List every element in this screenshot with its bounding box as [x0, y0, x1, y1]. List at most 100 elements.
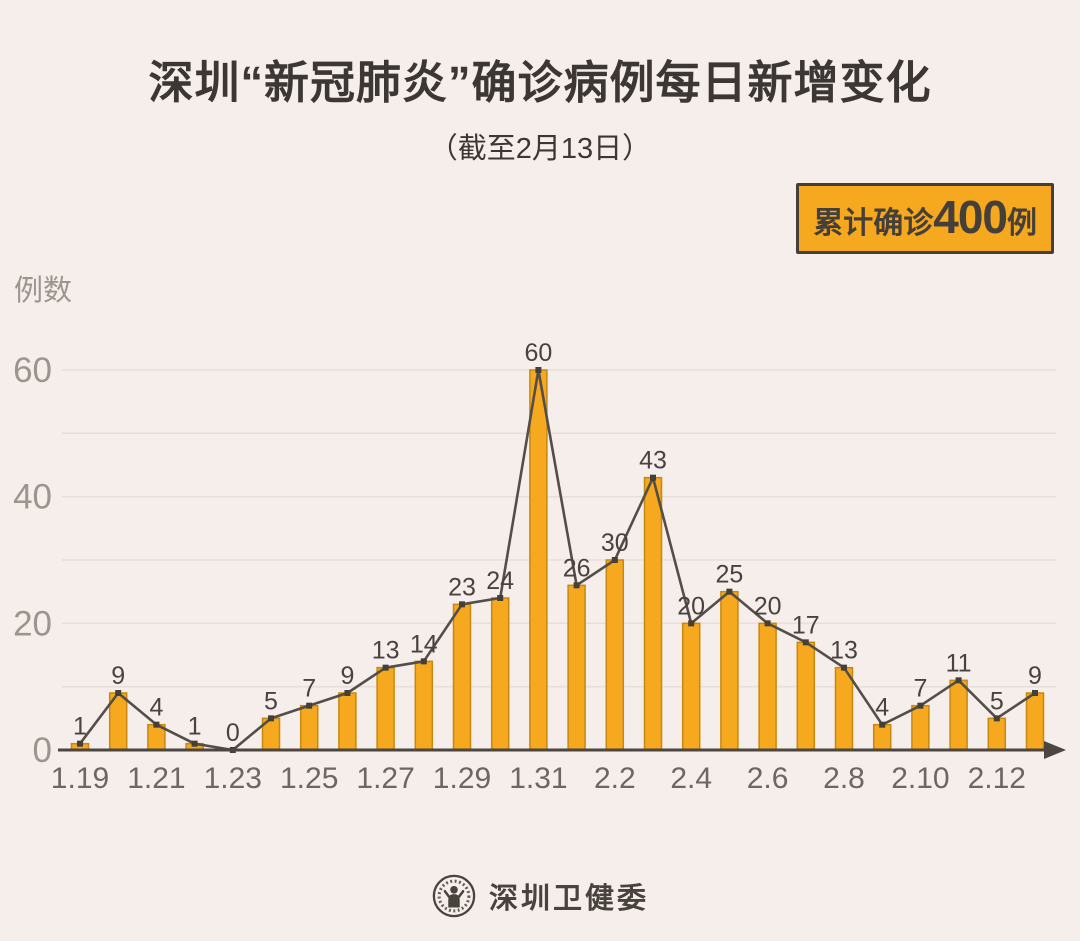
bar — [720, 590, 739, 751]
value-label: 9 — [1028, 662, 1042, 690]
data-point-marker — [191, 740, 198, 747]
badge-suffix: 例 — [1007, 207, 1037, 240]
data-point-marker — [306, 702, 313, 709]
value-label: 26 — [563, 554, 591, 582]
x-tick-label: 2.8 — [823, 762, 865, 795]
data-point-marker — [764, 620, 771, 627]
value-label: 1 — [188, 713, 202, 741]
value-label: 23 — [448, 573, 476, 601]
value-label: 1 — [73, 713, 87, 741]
bar — [796, 641, 816, 751]
data-point-marker — [77, 740, 83, 747]
value-label: 7 — [302, 675, 316, 703]
bar — [567, 584, 586, 751]
value-label: 14 — [410, 630, 438, 658]
value-label: 4 — [875, 694, 889, 722]
bar — [834, 666, 854, 751]
value-label: 9 — [111, 662, 125, 690]
data-point-marker — [115, 690, 122, 696]
value-label: 24 — [486, 567, 514, 595]
bar — [987, 717, 1007, 751]
value-label: 30 — [601, 529, 629, 557]
value-label: 7 — [913, 675, 927, 703]
x-tick-label: 2.2 — [594, 762, 636, 795]
value-label: 25 — [715, 561, 743, 589]
header: 深圳“新冠肺炎”确诊病例每日新增变化 （截至2月13日） — [0, 46, 1080, 167]
x-tick-label: 1.29 — [433, 762, 491, 795]
data-point-marker — [459, 601, 465, 608]
data-point-marker — [650, 474, 656, 481]
bar — [681, 622, 701, 751]
data-point-marker — [382, 664, 389, 671]
data-point-marker — [497, 595, 504, 601]
bar — [414, 660, 434, 751]
data-point-marker — [993, 715, 1000, 722]
y-axis-unit-label: 例数 — [14, 274, 72, 307]
x-tick-label: 1.31 — [509, 762, 567, 795]
y-tick-label: 40 — [13, 478, 52, 517]
x-tick-label: 2.10 — [891, 762, 949, 795]
data-point-marker — [153, 721, 160, 728]
bar — [490, 597, 510, 751]
data-point-marker — [726, 588, 733, 595]
bar — [949, 679, 968, 751]
y-tick-label: 20 — [13, 604, 52, 643]
footer: 深圳卫健委 — [0, 873, 1080, 919]
value-label: 5 — [990, 687, 1004, 715]
bar — [643, 476, 663, 751]
x-tick-label: 2.6 — [747, 762, 789, 795]
value-label: 20 — [677, 592, 705, 620]
bar — [1025, 692, 1045, 751]
cumulative-total-badge: 累计确诊 400 例 — [796, 183, 1054, 254]
data-point-marker — [688, 620, 695, 627]
value-label: 4 — [149, 694, 163, 722]
bar — [529, 369, 548, 751]
x-tick-label: 1.25 — [280, 762, 338, 795]
value-label: 9 — [340, 662, 354, 690]
data-point-marker — [879, 721, 886, 728]
y-tick-label: 60 — [13, 351, 52, 390]
data-point-marker — [917, 702, 924, 709]
value-label: 20 — [754, 592, 782, 620]
x-tick-label: 2.4 — [670, 762, 712, 795]
data-point-marker — [841, 664, 847, 671]
data-point-marker — [955, 677, 962, 684]
bar — [872, 723, 892, 751]
bar — [605, 559, 625, 751]
x-tick-label: 1.21 — [127, 762, 185, 795]
page-subtitle: （截至2月13日） — [428, 133, 652, 165]
x-tick-label: 1.27 — [356, 762, 414, 795]
x-axis-arrow — [1044, 741, 1066, 759]
data-point-marker — [1032, 690, 1038, 696]
data-point-marker — [535, 367, 542, 373]
x-tick-label: 2.12 — [968, 762, 1026, 795]
data-point-marker — [573, 582, 580, 589]
bar — [338, 692, 357, 751]
value-label: 13 — [830, 637, 858, 665]
value-label: 0 — [226, 719, 240, 747]
x-tick-label: 1.23 — [204, 762, 262, 795]
bar — [758, 622, 777, 751]
value-label: 13 — [372, 637, 400, 665]
value-label: 17 — [792, 611, 820, 639]
bar — [376, 666, 395, 751]
data-point-marker — [268, 715, 274, 722]
bar — [911, 704, 930, 751]
bar — [299, 704, 319, 751]
badge-prefix: 累计确诊 — [813, 207, 934, 240]
data-point-marker — [611, 557, 618, 563]
page-title: 深圳“新冠肺炎”确诊病例每日新增变化 — [148, 57, 932, 108]
value-label: 60 — [524, 339, 552, 367]
data-point-marker — [420, 658, 427, 665]
health-commission-seal-icon — [432, 874, 476, 918]
badge-total-value: 400 — [933, 191, 1008, 243]
trend-line — [78, 368, 1036, 752]
value-label: 43 — [639, 447, 667, 475]
data-point-marker — [802, 639, 809, 646]
x-tick-label: 1.19 — [51, 762, 109, 795]
data-point-marker — [344, 690, 351, 696]
bar — [452, 603, 472, 751]
y-tick-label: 0 — [33, 731, 52, 770]
